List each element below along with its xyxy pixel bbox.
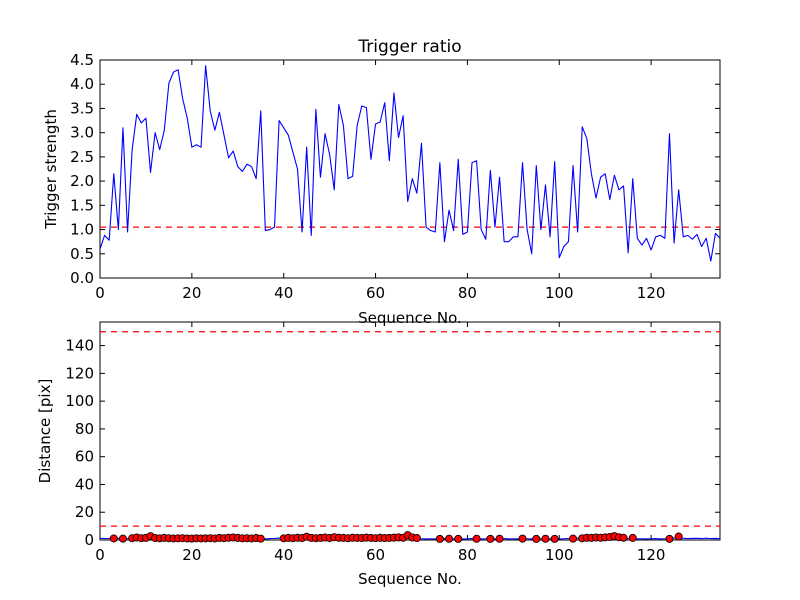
- distance-marker: [518, 534, 527, 543]
- distance-x-tick-label: 40: [274, 546, 293, 564]
- distance-y-tick-label: 140: [65, 337, 94, 355]
- distance-marker: [256, 534, 265, 543]
- distance-x-tick-label: 80: [458, 546, 477, 564]
- distance-marker: [619, 533, 628, 542]
- trigger-y-tick-label: 4.0: [70, 75, 94, 93]
- trigger-x-tick-label: 0: [95, 284, 105, 302]
- distance-y-tick-label: 0: [84, 531, 94, 549]
- distance-x-tick-label: 60: [366, 546, 385, 564]
- trigger-series: [99, 65, 721, 262]
- trigger-y-tick-label: 2.0: [70, 172, 94, 190]
- trigger-y-ticks: 0.0 0.5 1.0 1.5 2.0 2.5 3.0 3.5 4.0 4.5: [70, 51, 720, 287]
- distance-marker: [412, 534, 421, 543]
- trigger-x-axis-label: Sequence No.: [358, 309, 462, 327]
- distance-marker: [472, 534, 481, 543]
- distance-marker: [435, 534, 444, 543]
- trigger-strength-line: [99, 65, 721, 262]
- distance-chart: 0 20 40 60 80 100 120 0 20 40 60 80 100 120 140 Seque…: [36, 321, 721, 588]
- distance-marker: [541, 534, 550, 543]
- distance-y-tick-label: 80: [75, 420, 94, 438]
- trigger-x-tick-label: 60: [366, 284, 385, 302]
- distance-x-axis-label: Sequence No.: [358, 570, 462, 588]
- distance-y-tick-label: 40: [75, 475, 94, 493]
- trigger-x-ticks: 0 20 40 60 80 100 120: [95, 60, 665, 302]
- trigger-y-tick-label: 4.5: [70, 51, 94, 69]
- distance-x-tick-label: 0: [95, 546, 105, 564]
- trigger-x-tick-label: 40: [274, 284, 293, 302]
- trigger-y-tick-label: 2.5: [70, 148, 94, 166]
- trigger-y-tick-label: 0.0: [70, 269, 94, 287]
- trigger-y-tick-label: 1.5: [70, 196, 94, 214]
- distance-marker: [118, 534, 127, 543]
- distance-marker: [550, 534, 559, 543]
- distance-threshold-lines: [100, 331, 720, 527]
- distance-y-ticks: 0 20 40 60 80 100 120 140: [65, 337, 720, 549]
- trigger-x-tick-label: 100: [545, 284, 574, 302]
- distance-x-tick-label: 20: [182, 546, 201, 564]
- distance-y-axis-label: Distance [pix]: [36, 379, 54, 484]
- distance-marker: [109, 534, 118, 543]
- distance-marker: [569, 534, 578, 543]
- distance-marker: [665, 534, 674, 543]
- distance-y-tick-label: 60: [75, 448, 94, 466]
- distance-y-tick-label: 100: [65, 392, 94, 410]
- trigger-x-tick-label: 20: [182, 284, 201, 302]
- trigger-plot-frame: [99, 59, 721, 279]
- trigger-chart-title: Trigger ratio: [357, 37, 461, 57]
- distance-marker: [495, 534, 504, 543]
- trigger-ratio-chart: Trigger ratio 0 20 40 60 80 100 120 0.0 0.5 1.0 1…: [42, 37, 721, 327]
- distance-x-ticks: 0 20 40 60 80 100 120: [95, 322, 665, 564]
- trigger-y-tick-label: 3.0: [70, 124, 94, 142]
- trigger-x-tick-label: 80: [458, 284, 477, 302]
- distance-markers: [109, 531, 683, 543]
- distance-marker: [445, 534, 454, 543]
- distance-marker: [532, 534, 541, 543]
- trigger-y-tick-label: 3.5: [70, 99, 94, 117]
- trigger-x-tick-label: 120: [637, 284, 666, 302]
- distance-x-tick-label: 120: [637, 546, 666, 564]
- distance-marker: [674, 532, 683, 541]
- trigger-y-tick-label: 0.5: [70, 245, 94, 263]
- trigger-y-tick-label: 1.0: [70, 221, 94, 239]
- trigger-y-axis-label: Trigger strength: [42, 109, 60, 230]
- distance-y-tick-label: 120: [65, 364, 94, 382]
- distance-x-tick-label: 100: [545, 546, 574, 564]
- distance-marker: [454, 534, 463, 543]
- distance-y-tick-label: 20: [75, 503, 94, 521]
- distance-marker: [486, 534, 495, 543]
- distance-marker: [628, 533, 637, 542]
